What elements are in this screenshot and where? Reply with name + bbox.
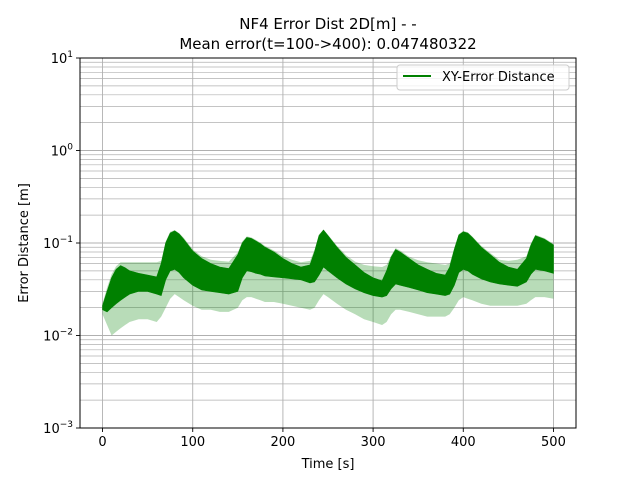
x-tick-label: 100 [180, 435, 205, 450]
chart-title-line-2: Mean error(t=100->400): 0.047480322 [179, 35, 476, 53]
x-tick-label: 400 [451, 435, 476, 450]
x-grid [102, 58, 554, 428]
y-tick-label: 10−2 [43, 328, 73, 345]
x-axis-ticks: 0 100 200 300 400 500 [98, 428, 566, 450]
y-tick-label: 10−3 [43, 420, 73, 437]
x-axis-label: Time [s] [301, 457, 355, 472]
y-axis-ticks: 10−3 10−2 10−1 100 101 [43, 50, 80, 437]
chart-title-line-1: NF4 Error Dist 2D[m] - - [239, 15, 416, 33]
x-tick-label: 300 [361, 435, 386, 450]
x-tick-label: 500 [541, 435, 566, 450]
y-tick-label: 10−1 [43, 235, 73, 252]
chart-title: NF4 Error Dist 2D[m] - - Mean error(t=10… [179, 15, 476, 53]
series-0-faint-band [102, 229, 554, 336]
y-axis-label: Error Distance [m] [17, 183, 32, 303]
series-0-band [102, 229, 554, 313]
y-tick-label: 100 [51, 143, 74, 160]
plot-series [102, 229, 554, 336]
legend-box [396, 64, 570, 91]
legend: XY-Error Distance [396, 64, 570, 91]
legend-label: XY-Error Distance [442, 70, 555, 85]
y-tick-label: 101 [51, 50, 73, 67]
x-tick-label: 200 [270, 435, 295, 450]
x-tick-label: 0 [98, 435, 106, 450]
